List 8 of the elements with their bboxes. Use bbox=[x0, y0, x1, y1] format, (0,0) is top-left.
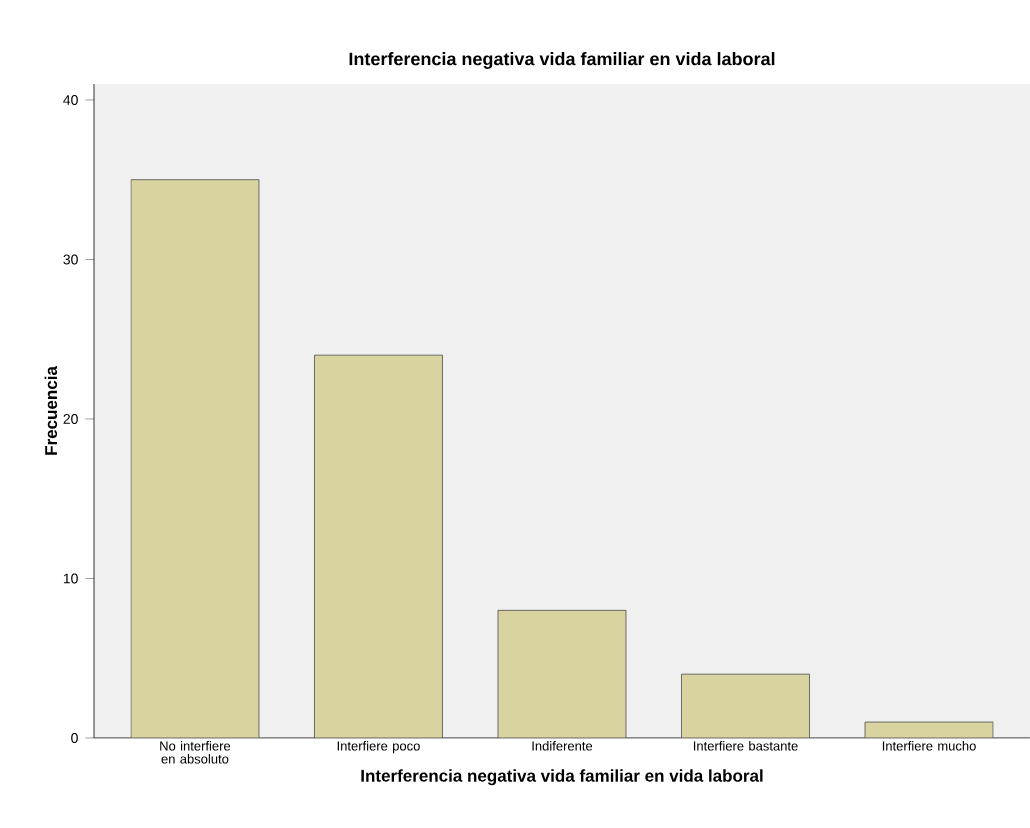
bar bbox=[497, 609, 627, 738]
chart-title: Interferencia negativa vida familiar en vida laboral bbox=[349, 52, 775, 69]
x-axis-title: Interferencia negativa vida familiar en vida laboral bbox=[361, 769, 763, 786]
bar bbox=[681, 673, 810, 738]
y-axis-title: Frecuencia bbox=[44, 365, 58, 455]
bar bbox=[864, 721, 994, 738]
bar bbox=[130, 179, 260, 738]
bar bbox=[314, 354, 443, 738]
